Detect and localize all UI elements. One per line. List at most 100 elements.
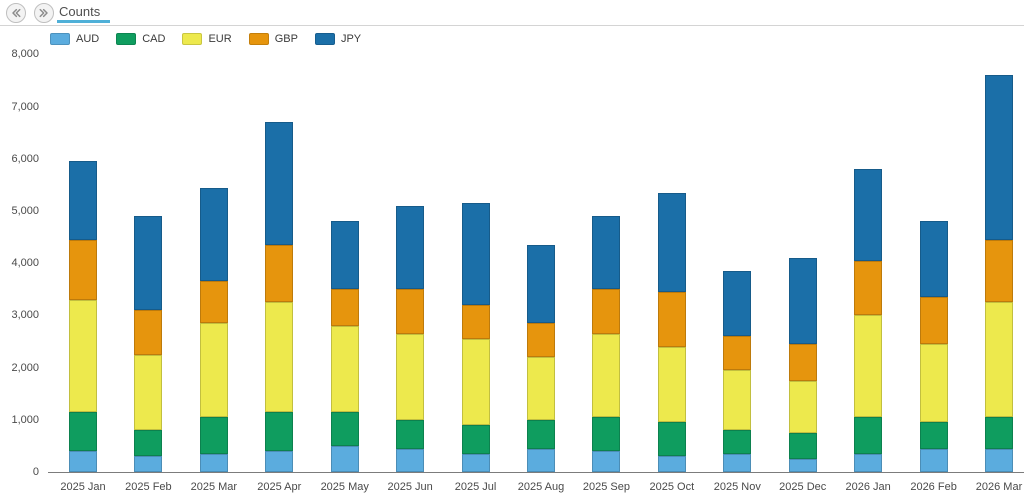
page-previous-button[interactable] [6,3,26,23]
x-axis-label: 2026 Mar [975,481,1023,493]
bar-segment-cad[interactable] [199,417,228,454]
bar-segment-eur[interactable] [330,325,359,412]
bar-segment-gbp[interactable] [330,289,359,326]
page-next-button[interactable] [34,3,54,23]
bar-segment-aud[interactable] [265,451,294,472]
bar-segment-cad[interactable] [723,430,752,454]
bar-segment-aud[interactable] [919,448,948,472]
legend-label: JPY [340,33,362,45]
bar-segment-aud[interactable] [199,453,228,472]
bar-segment-gbp[interactable] [592,289,621,334]
bar-segment-cad[interactable] [919,422,948,449]
bar-segment-eur[interactable] [919,344,948,423]
bar-segment-cad[interactable] [854,417,883,454]
x-axis-label: 2026 Jan [845,481,891,493]
bar-segment-jpy[interactable] [199,187,228,282]
bar-segment-gbp[interactable] [788,344,817,381]
bar-segment-aud[interactable] [854,453,883,472]
bar-segment-aud[interactable] [396,448,425,472]
bar-segment-cad[interactable] [985,417,1014,449]
bar-segment-eur[interactable] [985,302,1014,418]
bar-segment-gbp[interactable] [69,239,97,300]
bar-segment-gbp[interactable] [396,289,425,334]
y-axis-tick-label: 2,000 [11,361,39,374]
bar-segment-gbp[interactable] [854,260,883,316]
bar-segment-eur[interactable] [199,323,228,418]
bar-segment-jpy[interactable] [657,192,686,292]
bar-segment-gbp[interactable] [265,244,294,303]
panel-header: Counts [0,0,1024,26]
bar-segment-jpy[interactable] [461,203,490,305]
bar-segment-aud[interactable] [527,448,555,472]
y-axis-tick-label: 8,000 [11,48,39,61]
bar-segment-aud[interactable] [723,453,752,472]
bar-segment-cad[interactable] [396,419,425,449]
legend-item-gbp[interactable]: GBP [248,33,298,45]
bar-segment-eur[interactable] [657,346,686,423]
legend-swatch-jpy [314,33,335,45]
legend-label: EUR [208,33,232,45]
bar-segment-cad[interactable] [527,419,555,449]
bar-segment-gbp[interactable] [657,291,686,347]
bar-segment-gbp[interactable] [461,304,490,339]
bar-segment-gbp[interactable] [134,310,163,355]
bar-segment-jpy[interactable] [265,122,294,245]
bar-segment-aud[interactable] [657,456,686,472]
bar-segment-jpy[interactable] [919,221,948,298]
bar-segment-eur[interactable] [396,333,425,420]
bar-segment-jpy[interactable] [592,216,621,290]
bar-segment-jpy[interactable] [985,75,1014,240]
bar-segment-cad[interactable] [592,417,621,452]
bar-segment-gbp[interactable] [985,239,1014,303]
bar-segment-aud[interactable] [330,445,359,472]
legend-label: CAD [142,33,166,45]
bar-segment-gbp[interactable] [723,336,752,371]
bar-segment-cad[interactable] [69,411,97,452]
legend-item-cad[interactable]: CAD [116,33,165,45]
bar-segment-eur[interactable] [134,354,163,431]
bar-segment-jpy[interactable] [69,161,97,240]
bar-segment-eur[interactable] [527,357,555,420]
y-axis-tick-label: 4,000 [11,257,39,270]
bar-segment-aud[interactable] [985,448,1014,472]
x-axis-label: 2025 Apr [257,481,302,493]
bar-segment-jpy[interactable] [723,271,752,337]
bar-segment-eur[interactable] [854,315,883,418]
bar-segment-eur[interactable] [69,299,97,412]
bar-segment-aud[interactable] [69,451,97,472]
bar-segment-aud[interactable] [788,458,817,472]
bar-segment-eur[interactable] [592,333,621,418]
bar-segment-jpy[interactable] [396,205,425,290]
bar-segment-gbp[interactable] [527,323,555,358]
legend-item-jpy[interactable]: JPY [314,33,362,45]
bar-segment-cad[interactable] [657,422,686,457]
x-axis-label: 2025 Jan [60,481,106,493]
bar-segment-jpy[interactable] [330,221,359,290]
bar-segment-gbp[interactable] [919,297,948,345]
bar-segment-aud[interactable] [592,451,621,472]
bar-segment-jpy[interactable] [134,216,163,311]
legend-item-aud[interactable]: AUD [50,33,99,45]
legend-swatch-gbp [248,33,269,45]
legend-item-eur[interactable]: EUR [182,33,232,45]
x-axis-label: 2026 Feb [910,481,957,493]
bar-segment-cad[interactable] [461,425,490,454]
bar-segment-eur[interactable] [461,338,490,425]
bar-segment-eur[interactable] [265,302,294,412]
bar-segment-jpy[interactable] [527,244,555,324]
bar-segment-gbp[interactable] [199,281,228,324]
bar-segment-aud[interactable] [461,453,490,472]
bar-segment-eur[interactable] [788,380,817,433]
bar-segment-cad[interactable] [265,411,294,452]
stacked-bar-chart: AUD CAD EUR GBP JPY 0 1,000 2,000 3,000 4,000 5,0… [0,26,1024,499]
bar-segment-eur[interactable] [723,370,752,431]
bar-segment-cad[interactable] [788,432,817,459]
bar-segment-aud[interactable] [134,456,163,472]
bar-segment-jpy[interactable] [854,169,883,261]
double-chevron-right-icon [38,7,50,19]
bar-segment-jpy[interactable] [788,257,817,345]
bar-segment-cad[interactable] [330,411,359,446]
bar-segment-cad[interactable] [134,430,163,457]
tab-counts[interactable]: Counts [58,0,101,22]
